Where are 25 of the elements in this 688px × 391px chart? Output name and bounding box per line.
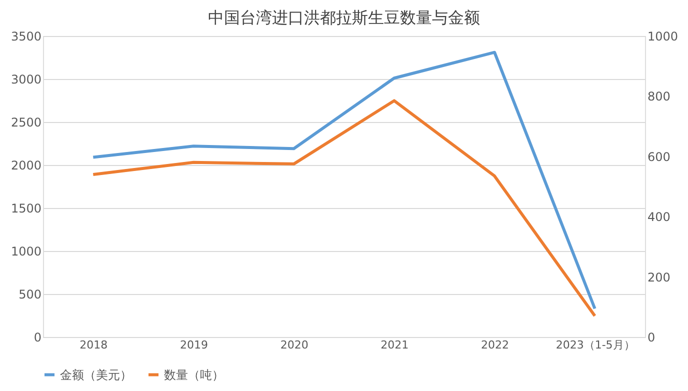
x-tick-label: 2021 (380, 338, 409, 352)
y-tick-label: 2000 (10, 158, 42, 172)
y2-tick-label: 1000 (648, 30, 678, 44)
y2-tick-label: 800 (648, 90, 670, 104)
y-tick-label: 3000 (10, 72, 42, 86)
x-tick-label: 2018 (80, 338, 108, 352)
y2-tick-label: 0 (648, 330, 656, 344)
line-series (92, 50, 596, 310)
line-series (92, 99, 596, 318)
y-tick-label: 1500 (10, 202, 42, 216)
chart-title: 中国台湾进口洪都拉斯生豆数量与金额 (208, 8, 480, 27)
legend-label: 金额（美元） (60, 368, 132, 382)
x-tick-label: 2020 (280, 338, 308, 352)
y-tick-label: 0 (34, 330, 42, 344)
x-tick-label: 2019 (180, 338, 208, 352)
y2-tick-label: 400 (648, 210, 670, 224)
x-tick-label: 2022 (481, 338, 509, 352)
y-tick-label: 2500 (10, 116, 42, 130)
x-tick-label: 2023（1-5月） (556, 338, 635, 352)
y-tick-label: 500 (18, 288, 42, 302)
y-tick-label: 3500 (10, 30, 42, 44)
y2-tick-label: 200 (648, 270, 670, 284)
legend-label: 数量（吨） (164, 368, 224, 382)
y2-tick-label: 600 (648, 150, 670, 164)
y-tick-label: 1000 (10, 244, 42, 258)
